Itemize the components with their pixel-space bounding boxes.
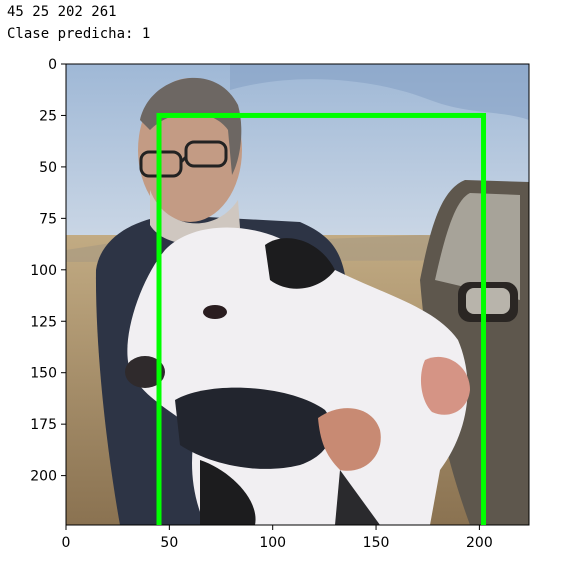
y-tick-label: 75 (39, 211, 57, 227)
plot-frame (65, 63, 530, 526)
man-hand-left (318, 408, 381, 471)
y-tick-label: 150 (30, 366, 57, 382)
x-tick-label: 200 (466, 535, 493, 551)
y-tick-label: 0 (48, 57, 57, 73)
x-tick-label: 100 (259, 535, 286, 551)
calf-nose (125, 356, 165, 388)
man-arm (175, 387, 332, 469)
calf-eye (203, 305, 227, 319)
man-hand-right (420, 356, 470, 415)
bounding-box (156, 112, 487, 525)
x-tick-label: 50 (160, 535, 178, 551)
x-axis-ticks: 0 50 100 150 200 (62, 525, 493, 551)
output-predicted-class: Clase predicha: 1 (7, 26, 151, 42)
x-tick-label: 150 (363, 535, 390, 551)
photo (66, 64, 529, 525)
x-tick-label: 0 (62, 535, 71, 551)
y-tick-label: 25 (39, 108, 57, 124)
calf-ear (265, 238, 335, 289)
y-tick-label: 200 (30, 469, 57, 485)
output-coordinates: 45 25 202 261 (7, 4, 117, 20)
y-tick-label: 100 (30, 263, 57, 279)
y-axis-ticks: 0 25 50 75 100 125 150 175 200 (30, 57, 66, 485)
y-tick-label: 50 (39, 160, 57, 176)
y-tick-label: 125 (30, 314, 57, 330)
y-tick-label: 175 (30, 417, 57, 433)
